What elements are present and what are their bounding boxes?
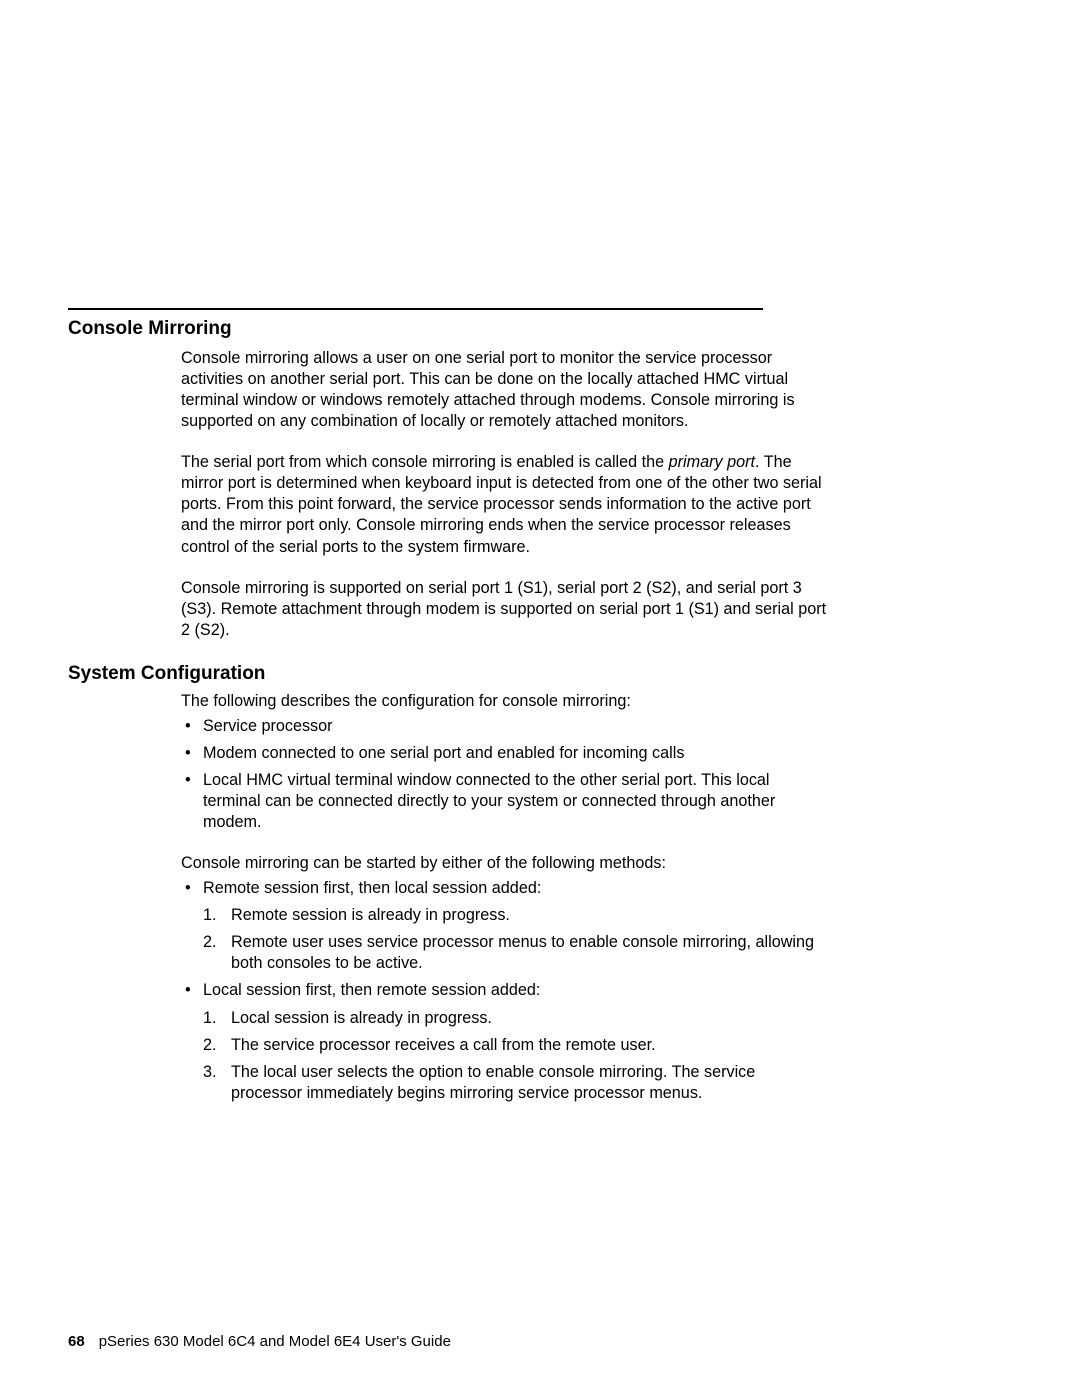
list-item: Modem connected to one serial port and e… bbox=[181, 743, 828, 764]
paragraph-intro-1: Console mirroring allows a user on one s… bbox=[181, 348, 828, 432]
doc-title: pSeries 630 Model 6C4 and Model 6E4 User… bbox=[99, 1333, 451, 1350]
page-number: 68 bbox=[68, 1333, 85, 1350]
method1-steps: 1. Remote session is already in progress.… bbox=[203, 905, 828, 974]
method2-steps: 1.Local session is already in progress. … bbox=[203, 1008, 828, 1104]
methods-bullet-list: Remote session first, then local session… bbox=[181, 878, 828, 1104]
para2-italic: primary port bbox=[669, 453, 755, 471]
step-number: 3. bbox=[203, 1062, 217, 1083]
list-item: Local HMC virtual terminal window connec… bbox=[181, 770, 828, 833]
paragraph-methods-intro: Console mirroring can be started by eith… bbox=[181, 853, 828, 874]
list-item: 3. The local user selects the option to e… bbox=[203, 1062, 828, 1104]
step-text: Remote user uses service processor menus… bbox=[231, 933, 814, 972]
page-footer: 68 pSeries 630 Model 6C4 and Model 6E4 Us… bbox=[68, 1333, 451, 1350]
step-number: 1. bbox=[203, 1008, 217, 1029]
list-item: Local session first, then remote session… bbox=[181, 980, 828, 1103]
method2-label: Local session first, then remote session… bbox=[203, 981, 540, 999]
bullet-text: Local HMC virtual terminal window connec… bbox=[203, 771, 775, 831]
page-content: Console Mirroring Console mirroring allo… bbox=[68, 308, 828, 1110]
paragraph-serial-ports: Console mirroring is supported on serial… bbox=[181, 578, 828, 641]
heading-system-configuration: System Configuration bbox=[68, 663, 828, 685]
list-item: 2. Remote user uses service processor men… bbox=[203, 932, 828, 974]
list-item: 2. The service processor receives a call … bbox=[203, 1035, 828, 1056]
paragraph-config-intro: The following describes the configuratio… bbox=[181, 691, 828, 712]
bullet-text: Service processor bbox=[203, 717, 333, 735]
list-item: 1. Local session is already in progress. bbox=[203, 1008, 828, 1029]
step-text: Remote session is already in progress. bbox=[231, 906, 510, 924]
list-item: Remote session first, then local session… bbox=[181, 878, 828, 974]
list-item: Service processor bbox=[181, 716, 828, 737]
para2-pre: The serial port from which console mirro… bbox=[181, 453, 669, 471]
step-text: The local user selects the option to ena… bbox=[231, 1063, 755, 1102]
step-number: 2. bbox=[203, 932, 217, 953]
step-text: Local session is already in progress. bbox=[231, 1009, 492, 1027]
step-number: 2. bbox=[203, 1035, 217, 1056]
step-number: 1. bbox=[203, 905, 217, 926]
step-text: The service processor receives a call fr… bbox=[231, 1036, 656, 1054]
config-bullet-list: Service processor Modem connected to one… bbox=[181, 716, 828, 833]
list-item: 1. Remote session is already in progress. bbox=[203, 905, 828, 926]
heading-console-mirroring: Console Mirroring bbox=[68, 318, 828, 340]
bullet-text: Modem connected to one serial port and e… bbox=[203, 744, 684, 762]
section-separator bbox=[68, 308, 763, 310]
method1-label: Remote session first, then local session… bbox=[203, 879, 541, 897]
paragraph-primary-port: The serial port from which console mirro… bbox=[181, 452, 828, 557]
